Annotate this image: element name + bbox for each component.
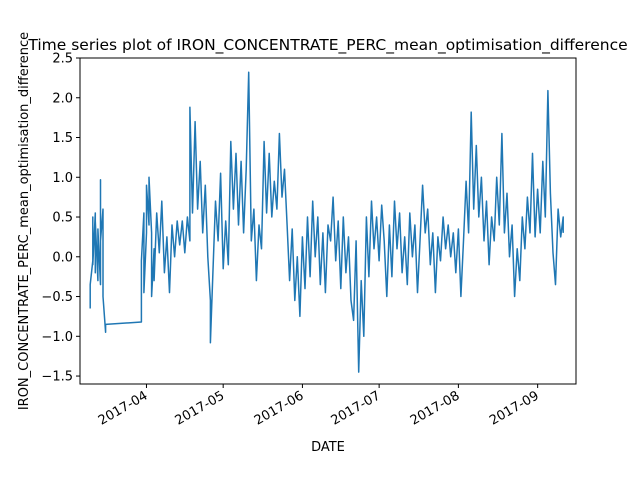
x-axis-label: DATE (311, 440, 345, 455)
y-tick-label: 0.0 (52, 250, 73, 265)
y-tick-label: −1.0 (41, 330, 73, 345)
y-tick-label: 0.5 (52, 211, 73, 226)
y-tick-label: 2.5 (52, 52, 73, 67)
y-tick-label: 2.0 (52, 91, 73, 106)
plot-frame (79, 57, 577, 385)
chart-title: Time series plot of IRON_CONCENTRATE_PER… (27, 36, 627, 55)
y-axis-label: IRON_CONCENTRATE_PERC_mean_optimisation_… (17, 32, 32, 410)
series-line-0 (89, 71, 564, 373)
y-tick-label: −1.5 (41, 370, 73, 385)
series-layer (89, 71, 564, 373)
y-tick-label: −0.5 (41, 290, 73, 305)
y-tick-label: 1.0 (52, 171, 73, 186)
y-axis: −1.5 −1.0 −0.5 0.0 0.5 1.0 1.5 2.0 2.5 (41, 52, 80, 385)
y-tick-label: 1.5 (52, 131, 73, 146)
